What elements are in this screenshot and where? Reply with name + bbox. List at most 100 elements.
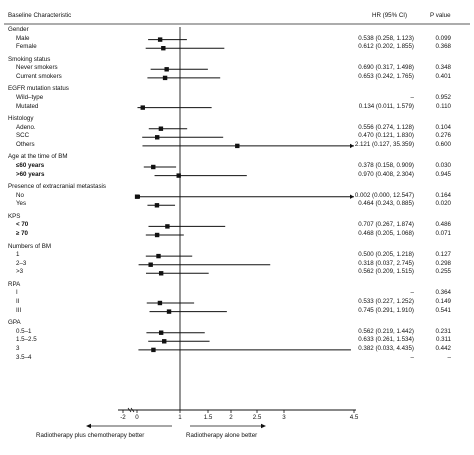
p-value: 0.127	[435, 251, 451, 259]
p-value: 0.486	[435, 221, 451, 229]
hr-ci-text: 0.970 (0.408, 2.304)	[358, 170, 414, 178]
arrow-left-icon	[86, 423, 91, 429]
row-label: >3	[16, 268, 24, 276]
hr-point	[154, 232, 160, 238]
p-value: 0.231	[435, 327, 451, 335]
hr-ci-text: 0.556 (0.274, 1.128)	[358, 123, 414, 131]
row-label: Wild–type	[16, 94, 44, 101]
row-label: No	[16, 191, 24, 199]
group-label: Presence of extracranial metastasis	[8, 183, 107, 191]
p-value: 0.071	[435, 230, 451, 237]
hr-point	[151, 347, 156, 353]
hr-ci-text: –	[410, 289, 414, 297]
arrow-right-icon	[350, 143, 354, 149]
hr-ci-text: 0.533 (0.227, 1.252)	[358, 298, 414, 305]
axis-break-mark	[130, 407, 135, 413]
hr-ci-text: 0.538 (0.258, 1.123)	[358, 34, 414, 42]
p-value: 0.364	[435, 289, 451, 297]
hr-point	[140, 105, 145, 110]
hr-ci-text: 0.134 (0.011, 1.579)	[358, 102, 414, 110]
p-value: 0.030	[435, 162, 451, 169]
x-tick-label: 0	[135, 414, 139, 421]
hr-ci-text: 0.500 (0.205, 1.218)	[358, 251, 414, 259]
group-label: Smoking status	[8, 55, 51, 63]
hr-point	[158, 126, 164, 131]
hr-point	[151, 164, 156, 170]
row-label: Female	[16, 43, 37, 51]
hr-ci-text: 0.690 (0.317, 1.498)	[358, 64, 414, 72]
p-value: 0.298	[435, 259, 451, 267]
p-value: 0.276	[435, 132, 451, 140]
header-characteristic: Baseline Characteristic	[8, 12, 72, 19]
row-label: 3.5–4	[16, 353, 32, 361]
hr-point	[162, 339, 167, 344]
row-label: ≥ 70	[16, 230, 28, 237]
group-label: GPA	[8, 319, 21, 327]
row-label: III	[16, 306, 22, 314]
p-value: 0.149	[435, 298, 451, 305]
group-label: RPA	[8, 280, 21, 288]
p-value: 0.952	[435, 94, 451, 101]
hr-point	[155, 135, 160, 140]
hr-point	[235, 143, 240, 149]
row-label: Adeno.	[16, 123, 36, 131]
p-value: 0.020	[435, 200, 451, 208]
group-label: Age at the time of BM	[8, 153, 68, 161]
axis-break-mark	[127, 407, 132, 413]
hr-ci-text: 0.470 (0.121, 1.830)	[358, 132, 414, 140]
hr-point	[176, 173, 181, 178]
hr-ci-text: –	[410, 94, 414, 101]
hr-ci-text: 0.612 (0.202, 1.855)	[358, 43, 414, 51]
hr-ci-text: –	[410, 353, 414, 361]
row-label: ≤60 years	[16, 162, 45, 169]
hr-ci-text: 0.745 (0.291, 1.910)	[358, 306, 414, 314]
group-label: KPS	[8, 212, 21, 220]
row-label: 3	[16, 344, 20, 352]
p-value: 0.110	[435, 102, 451, 110]
hr-point	[157, 37, 163, 42]
p-value: 0.164	[435, 191, 451, 199]
hr-ci-text: 0.633 (0.261, 1.534)	[358, 336, 414, 344]
header-p: P value	[430, 12, 451, 19]
row-label: 2–3	[16, 259, 27, 267]
hr-ci-text: 0.318 (0.037, 2.745)	[358, 259, 414, 267]
group-label: Histology	[8, 115, 34, 123]
group-label: EGFR mutation status	[8, 85, 69, 93]
p-value: 0.401	[435, 72, 451, 80]
row-label: 1.5–2.5	[16, 336, 37, 344]
hr-point	[134, 194, 140, 199]
hr-ci-text: 0.378 (0.158, 0.909)	[358, 162, 414, 169]
row-label: Yes	[16, 200, 27, 208]
p-value: 0.541	[435, 306, 451, 314]
p-value: –	[447, 353, 451, 361]
p-value: 0.099	[435, 34, 451, 42]
hr-point	[156, 253, 161, 259]
row-label: Mutated	[16, 102, 39, 110]
header-hr: HR (95% CI)	[372, 12, 408, 19]
row-label: < 70	[16, 221, 29, 229]
hr-point	[161, 46, 166, 51]
x-tick-label: 2.5	[252, 414, 262, 421]
p-value: 0.368	[435, 43, 451, 51]
x-tick-label: -2	[120, 414, 126, 421]
hr-ci-text: 0.707 (0.267, 1.874)	[358, 221, 414, 229]
p-value: 0.945	[435, 170, 451, 178]
row-label: Male	[16, 34, 30, 42]
hr-ci-text: 0.002 (0.000, 12.547)	[354, 191, 414, 199]
hr-point	[166, 309, 172, 314]
hr-ci-text: 0.562 (0.219, 1.442)	[358, 327, 414, 335]
hr-point	[157, 300, 163, 306]
hr-point	[165, 224, 170, 229]
row-label: Others	[16, 140, 35, 148]
x-tick-label: 2	[229, 414, 233, 421]
hr-point	[164, 67, 169, 72]
p-value: 0.104	[435, 123, 451, 131]
p-value: 0.348	[435, 64, 451, 72]
row-label: II	[16, 298, 20, 305]
hr-point	[148, 262, 153, 267]
arrow-right-icon	[261, 423, 266, 429]
x-tick-label: 1	[178, 414, 182, 421]
hr-point	[158, 330, 164, 335]
